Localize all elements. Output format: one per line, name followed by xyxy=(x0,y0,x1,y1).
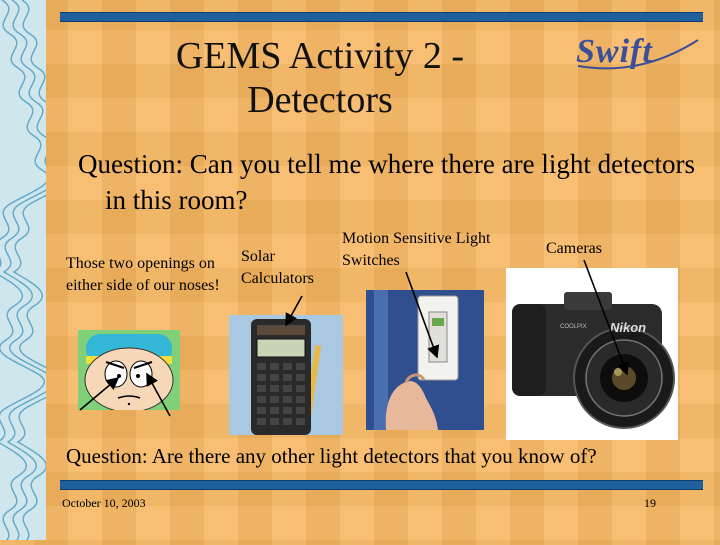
light-switch-image xyxy=(366,290,484,430)
solar-calculator-image xyxy=(229,315,343,435)
camera-model-text: COOLPIX xyxy=(560,324,587,330)
camera-image: Nikon COOLPIX xyxy=(506,268,678,440)
bottom-divider-bar xyxy=(60,480,703,490)
camera-brand-text: Nikon xyxy=(610,320,646,335)
label-solar-calculators: Solar Calculators xyxy=(241,248,314,287)
label-motion-light-switches: Motion Sensitive Light Switches xyxy=(342,230,491,269)
decorative-wave-strip xyxy=(0,0,70,545)
label-eyes: Those two openings on either side of our… xyxy=(66,255,220,294)
slide-title: GEMS Activity 2 - Detectors xyxy=(175,35,465,121)
footer-date: October 10, 2003 xyxy=(62,496,146,510)
cartoon-face-image xyxy=(78,330,180,413)
label-cameras: Cameras xyxy=(546,240,602,257)
swift-logo: Swift xyxy=(574,28,704,74)
question-room-detectors: Question: Can you tell me where there ar… xyxy=(78,149,696,215)
top-divider-bar xyxy=(60,12,703,22)
slide-number: 19 xyxy=(644,496,656,510)
question-other-detectors: Question: Are there any other light dete… xyxy=(66,444,597,468)
